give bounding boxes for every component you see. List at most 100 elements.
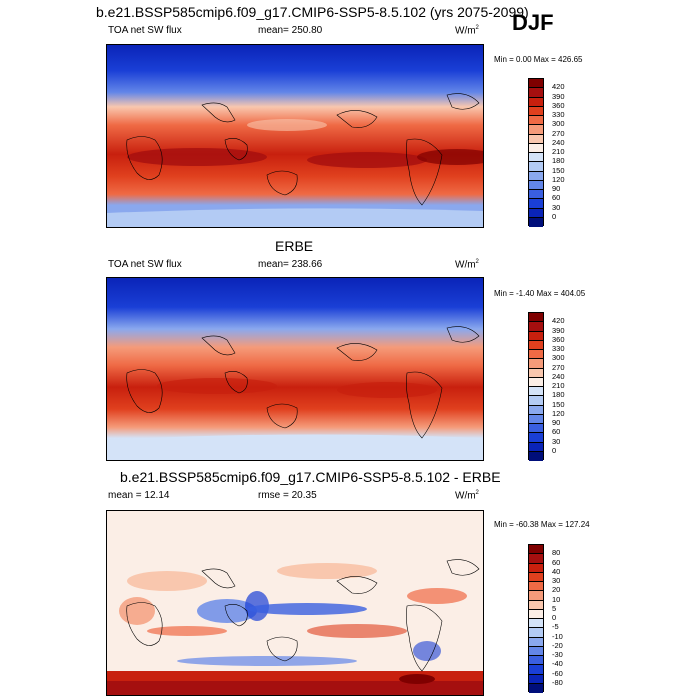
colorbar-segment [529,414,543,424]
colorbar-tick-label: 210 [552,381,565,390]
colorbar-segment [529,331,543,341]
colorbar-segment [529,217,543,227]
colorbar-segment [529,665,543,675]
colorbar-segment [529,368,543,378]
colorbar-segment [529,396,543,406]
colorbar-tick-label: 210 [552,147,565,156]
panel-2-map [106,277,484,461]
panel-1-colorbar [528,78,544,227]
colorbar-segment [529,350,543,360]
panel-2-minmax: Min = -1.40 Max = 404.05 [494,289,586,298]
colorbar-tick-label: 300 [552,353,565,363]
colorbar-segment [529,637,543,647]
panel-3-units-label: W/m2 [455,490,479,502]
colorbar-segment [529,79,543,89]
colorbar-tick-label: 240 [552,371,565,381]
colorbar-tick-label: 330 [552,344,565,353]
colorbar-tick-label: 390 [552,91,565,101]
colorbar-tick-label: 0 [552,211,557,221]
colorbar-tick-label: 150 [552,399,565,409]
panel-3-rmse-label: rmse = 20.35 [258,490,317,501]
colorbar-tick-label: 300 [552,119,565,129]
colorbar-tick-label: 30 [552,202,561,212]
colorbar-segment [529,180,543,190]
colorbar-segment [529,628,543,638]
colorbar-tick-label: 90 [552,418,561,427]
colorbar-segment [529,442,543,452]
colorbar-tick-label: 270 [552,128,565,138]
colorbar-segment [529,125,543,135]
colorbar-segment [529,563,543,573]
colorbar-tick-label: 330 [552,110,565,119]
panel-3-map [106,510,484,696]
colorbar-segment [529,340,543,350]
colorbar-tick-label: -30 [552,650,563,659]
panel-2-mean-label: mean= 238.66 [258,259,323,270]
colorbar-segment [529,171,543,181]
colorbar-segment [529,451,543,461]
colorbar-tick-label: 180 [552,156,565,166]
panel-2-colorbar [528,312,544,461]
colorbar-segment [529,433,543,443]
colorbar-tick-label: 360 [552,334,565,344]
colorbar-segment [529,674,543,684]
colorbar-tick-label: -80 [552,677,563,687]
panel-2-title: ERBE [275,238,314,254]
colorbar-tick-label: 90 [552,184,561,193]
colorbar-tick-label: 150 [552,165,565,175]
colorbar-tick-label: -5 [552,622,559,632]
panel-2-variable-label: TOA net SW flux [108,259,182,270]
colorbar-tick-label: 30 [552,576,561,585]
colorbar-segment [529,313,543,323]
colorbar-segment [529,619,543,629]
colorbar-segment [529,106,543,116]
colorbar-tick-label: 80 [552,548,561,558]
colorbar-segment [529,199,543,209]
colorbar-segment [529,162,543,172]
colorbar-tick-label: 240 [552,137,565,147]
colorbar-segment [529,97,543,107]
colorbar-segment [529,656,543,666]
colorbar-tick-label: 0 [552,613,557,622]
panel-3-colorbar [528,544,544,693]
colorbar-tick-label: 360 [552,100,565,110]
colorbar-segment [529,600,543,610]
colorbar-segment [529,554,543,564]
panel-1-minmax: Min = 0.00 Max = 426.65 [494,55,583,64]
panel-1-units-label: W/m2 [455,25,479,37]
colorbar-tick-label: 120 [552,174,565,184]
colorbar-tick-label: 420 [552,316,565,326]
colorbar-segment [529,134,543,144]
colorbar-segment [529,572,543,582]
colorbar-segment [529,208,543,218]
panel-1-map [106,44,484,228]
colorbar-tick-label: 20 [552,585,561,595]
colorbar-segment [529,609,543,619]
panel-3-mean-label: mean = 12.14 [108,490,170,501]
panel-1-mean-label: mean= 250.80 [258,25,323,36]
colorbar-segment [529,545,543,555]
colorbar-segment [529,646,543,656]
colorbar-tick-label: -20 [552,640,563,650]
colorbar-tick-label: 390 [552,325,565,335]
colorbar-segment [529,116,543,126]
colorbar-tick-label: 420 [552,82,565,92]
colorbar-segment [529,322,543,332]
colorbar-tick-label: 40 [552,566,561,576]
panel-2-units-label: W/m2 [455,259,479,271]
colorbar-segment [529,582,543,592]
season-label: DJF [512,10,554,35]
colorbar-tick-label: -10 [552,631,563,641]
colorbar-segment [529,591,543,601]
colorbar-segment [529,88,543,98]
colorbar-tick-label: 60 [552,193,561,203]
colorbar-tick-label: 5 [552,603,557,613]
colorbar-tick-label: 30 [552,436,561,446]
panel-1-variable-label: TOA net SW flux [108,25,182,36]
colorbar-segment [529,387,543,397]
colorbar-segment [529,153,543,163]
colorbar-tick-label: -40 [552,659,563,669]
colorbar-segment [529,190,543,200]
colorbar-segment [529,424,543,434]
colorbar-tick-label: 10 [552,594,561,604]
